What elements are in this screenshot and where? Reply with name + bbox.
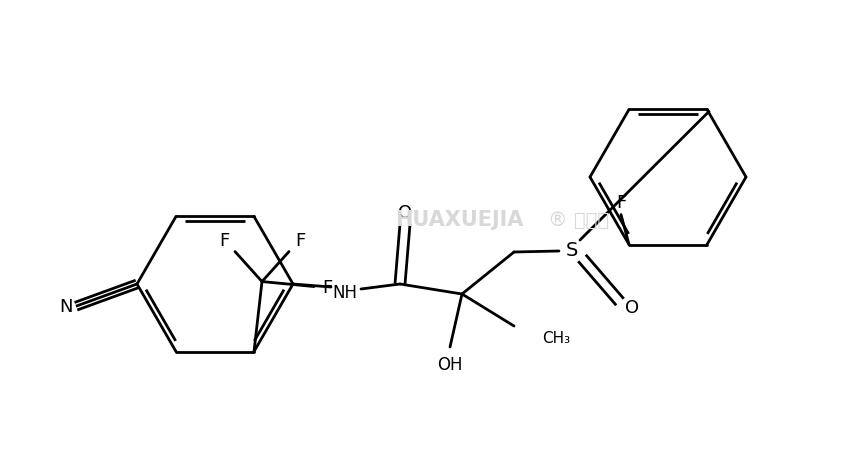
Text: F: F — [616, 193, 626, 211]
Text: N: N — [59, 298, 73, 316]
Text: O: O — [625, 298, 639, 316]
Text: F: F — [322, 278, 332, 296]
Text: F: F — [295, 231, 305, 249]
Text: OH: OH — [437, 355, 463, 373]
Text: S: S — [566, 241, 578, 260]
Text: HUAXUEJIA: HUAXUEJIA — [395, 210, 523, 230]
Text: ® 化学加: ® 化学加 — [548, 210, 609, 229]
Text: F: F — [219, 231, 229, 249]
Text: CH₃: CH₃ — [542, 331, 570, 346]
Text: O: O — [398, 204, 412, 221]
Text: NH: NH — [332, 283, 357, 301]
